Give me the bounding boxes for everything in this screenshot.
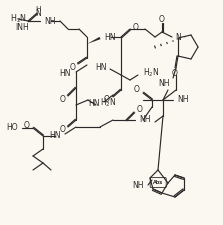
Text: NH: NH xyxy=(139,115,151,124)
Text: O: O xyxy=(59,94,65,104)
Text: HO: HO xyxy=(6,124,18,133)
Text: NH: NH xyxy=(177,95,188,104)
Text: H$_2$N: H$_2$N xyxy=(143,67,159,79)
Text: O: O xyxy=(159,16,165,25)
Text: NH: NH xyxy=(159,79,170,88)
Text: H: H xyxy=(35,6,41,12)
Text: O: O xyxy=(172,68,178,77)
FancyBboxPatch shape xyxy=(150,178,166,188)
Text: N: N xyxy=(35,9,41,18)
Text: HN: HN xyxy=(60,68,71,77)
Text: O: O xyxy=(137,104,143,113)
Text: HN: HN xyxy=(104,32,116,41)
Text: O: O xyxy=(69,63,75,72)
Text: O: O xyxy=(59,126,65,135)
Text: O: O xyxy=(24,121,30,130)
Text: H$_2$N: H$_2$N xyxy=(100,97,116,109)
Text: Abs: Abs xyxy=(153,180,163,185)
Text: Abs: Abs xyxy=(153,180,163,185)
Text: NH: NH xyxy=(44,16,56,25)
Text: O: O xyxy=(134,86,140,94)
Text: O: O xyxy=(133,22,139,32)
Text: HN: HN xyxy=(50,131,61,140)
Text: INH: INH xyxy=(15,22,29,32)
Text: HN: HN xyxy=(95,63,107,72)
Polygon shape xyxy=(87,37,101,44)
Text: NH: NH xyxy=(132,180,144,189)
Text: HN: HN xyxy=(89,99,100,108)
Text: N: N xyxy=(175,32,181,41)
Text: O: O xyxy=(104,95,110,104)
Text: H$_2$N: H$_2$N xyxy=(10,13,27,25)
